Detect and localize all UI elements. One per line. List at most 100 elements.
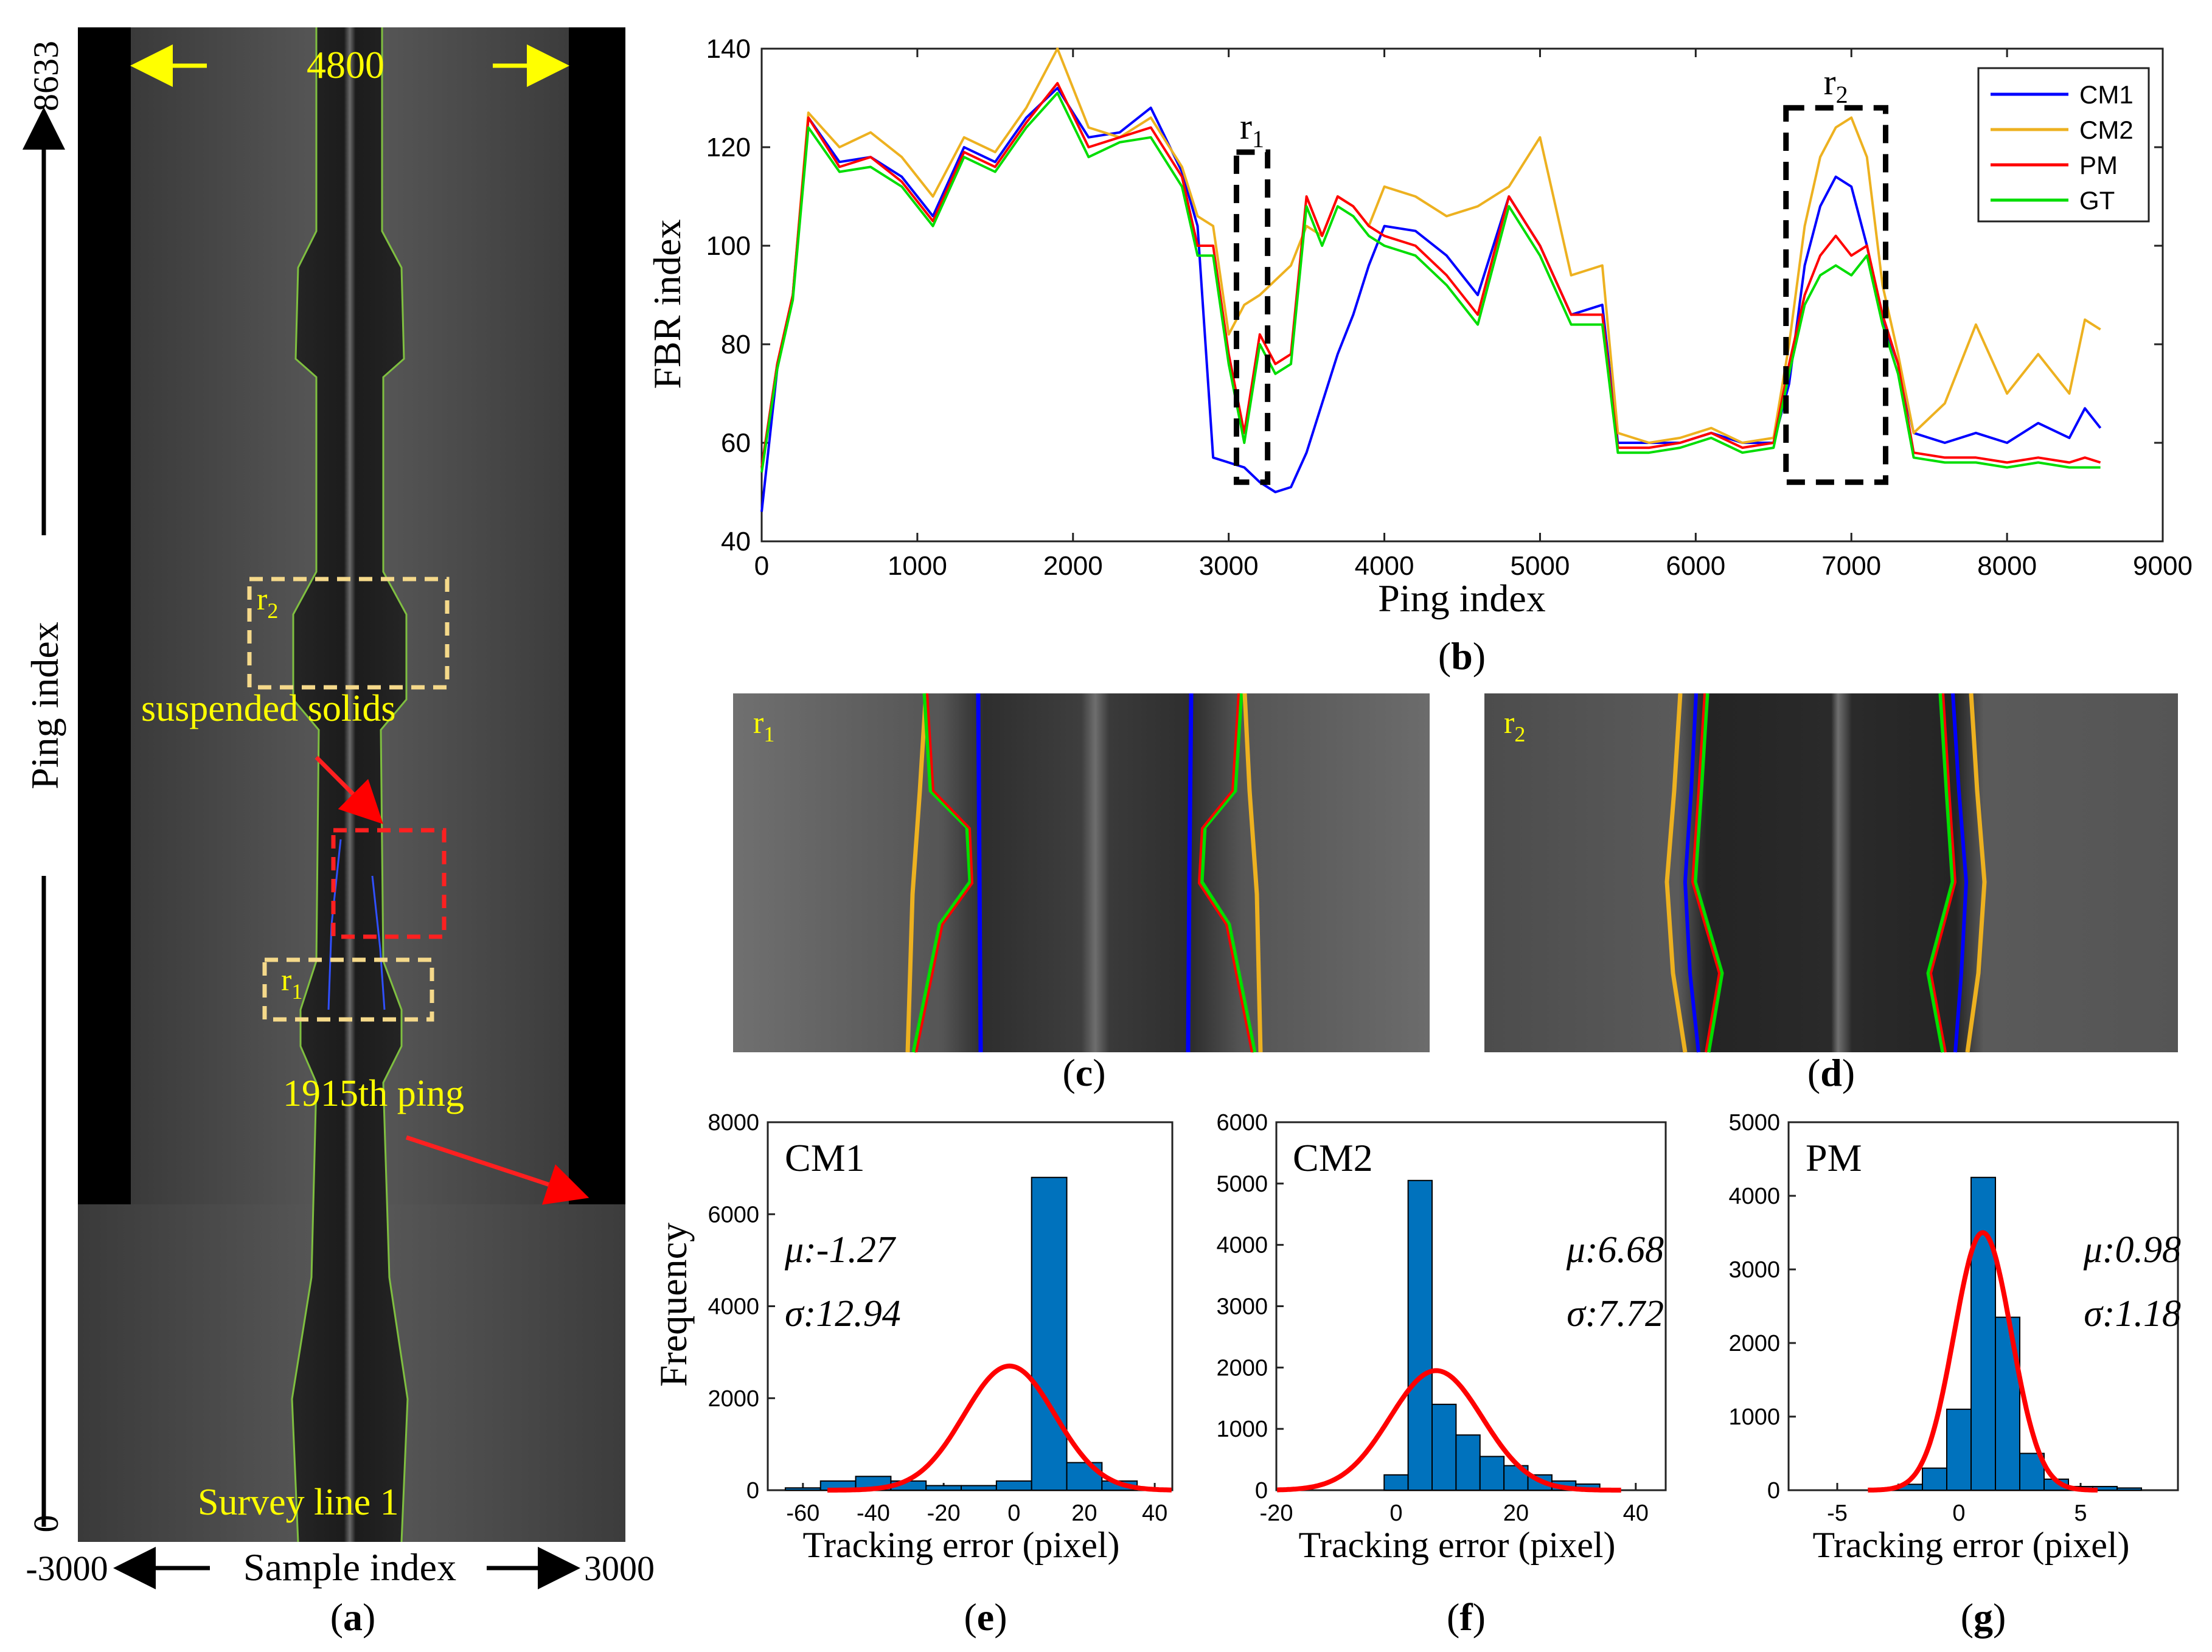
histogram-bar xyxy=(1066,1462,1103,1491)
hist-f-xlabel: Tracking error (pixel) xyxy=(1299,1525,1616,1565)
histogram-bar xyxy=(1995,1316,2020,1491)
x-tick-label: 40 xyxy=(1623,1501,1649,1526)
zoom-c-gt-left xyxy=(911,693,973,1053)
x-tick-label: 0 xyxy=(1952,1501,1965,1526)
series-cm2-line xyxy=(760,47,2101,468)
sonar-blue-trace-right xyxy=(371,875,386,1010)
chart-b-ticks: 0 1000 2000 3000 4000 5000 6000 7000 8000 9000 40 6… xyxy=(706,34,2193,581)
histogram-bar xyxy=(1431,1403,1457,1491)
y-tick-label: 3000 xyxy=(1728,1257,1780,1283)
annotation-r1-label: r1 xyxy=(1240,106,1264,153)
hist-f-method: CM2 xyxy=(1293,1136,1373,1179)
y-tick-label: 4000 xyxy=(1728,1184,1780,1209)
hist-g-content: -5 0 5 0 1000 2000 3000 4000 5000 xyxy=(1728,1110,2142,1526)
y-tick-label: 0 xyxy=(746,1478,759,1504)
series-pm-line xyxy=(760,82,2101,468)
histogram-bar xyxy=(925,1485,962,1491)
histogram-bar xyxy=(784,1487,821,1491)
zoom-c-cm2-left xyxy=(905,693,928,1053)
sonar-y-bottom-tick: 0 xyxy=(26,1515,66,1533)
x-tick-label: -5 xyxy=(1827,1501,1848,1526)
x-tick-label: 5 xyxy=(2074,1501,2087,1526)
y-tick-label: 8000 xyxy=(708,1110,759,1136)
y-tick-label: 6000 xyxy=(1216,1110,1268,1136)
x-tick-label: 6000 xyxy=(1666,551,1725,581)
y-tick-label: 40 xyxy=(721,527,751,557)
zoom-d-cm1-left xyxy=(1683,693,1700,1053)
hist-e-plot-area xyxy=(767,1121,1174,1491)
zoom-d-pm-left xyxy=(1691,693,1721,1053)
x-tick-label: 5000 xyxy=(1510,551,1570,581)
histogram-bar xyxy=(961,1485,997,1491)
y-tick-label: 4000 xyxy=(1216,1233,1268,1258)
sonar-y-label-bg xyxy=(24,535,63,876)
chart-b-xlabel: Ping index xyxy=(1378,577,1546,620)
zoom-d-gt-left xyxy=(1692,693,1724,1053)
sonar-y-top-tick: 8633 xyxy=(26,41,66,111)
hist-f-sigma: σ:7.72 xyxy=(1567,1293,1664,1334)
width-label: 4800 xyxy=(307,43,384,86)
x-tick-label: -20 xyxy=(927,1501,961,1526)
panel-a-label: (a) xyxy=(330,1595,376,1639)
zoom-c-cm1-left xyxy=(976,693,983,1053)
y-tick-label: 2000 xyxy=(708,1386,759,1412)
y-tick-label: 5000 xyxy=(1216,1171,1268,1197)
survey-line-label: Survey line 1 xyxy=(198,1482,399,1523)
y-tick-label: 4000 xyxy=(708,1294,759,1320)
x-tick-label: 9000 xyxy=(2133,551,2193,581)
hist-g-mu: μ:0.98 xyxy=(2083,1229,2181,1271)
region-r2-box xyxy=(247,577,450,690)
ping-1915-arrow xyxy=(405,1135,590,1205)
y-tick-label: 1000 xyxy=(1728,1404,1780,1430)
x-tick-label: 40 xyxy=(1142,1501,1167,1526)
zoom-c-cm2-right xyxy=(1242,693,1263,1053)
histogram-bar xyxy=(1455,1434,1481,1491)
histogram-bar xyxy=(1479,1456,1505,1491)
x-tick-label: 3000 xyxy=(1199,551,1259,581)
y-tick-label: 2000 xyxy=(1216,1355,1268,1381)
y-tick-label: 0 xyxy=(1767,1478,1780,1504)
y-tick-label: 5000 xyxy=(1728,1110,1780,1136)
x-tick-label: -20 xyxy=(1260,1501,1293,1526)
gaussian-fit-curve xyxy=(1277,1368,1621,1493)
histogram-bar xyxy=(1407,1179,1433,1491)
y-tick-label: 3000 xyxy=(1216,1294,1268,1320)
x-tick-label: 7000 xyxy=(1821,551,1881,581)
panel-f-label: (f) xyxy=(1447,1595,1486,1639)
panel-g-label: (g) xyxy=(1961,1595,2006,1639)
histogram-bar xyxy=(995,1480,1032,1491)
zoom-c-image xyxy=(733,693,1430,1052)
x-tick-label: 8000 xyxy=(1977,551,2037,581)
zoom-d-pm-right xyxy=(1929,693,1957,1053)
x-tick-label: -40 xyxy=(857,1501,890,1526)
panel-e-label: (e) xyxy=(964,1595,1007,1639)
gaussian-fit-curve xyxy=(827,1363,1172,1493)
x-tick-label: 20 xyxy=(1071,1501,1097,1526)
panel-a-sonar-image: 4800 r2 r1 suspended solids 1915th ping … xyxy=(23,27,655,1639)
hist-g-method: PM xyxy=(1806,1136,1862,1179)
zoom-c-gt-right xyxy=(1199,693,1257,1053)
panel-c-zoom-r1: r1 (c) xyxy=(733,693,1430,1094)
chart-b-series xyxy=(760,47,2102,512)
sonar-x-axis-label: Sample index xyxy=(243,1546,456,1589)
hist-e-content: -60 -40 -20 0 20 40 0 2000 4000 6000 8000 xyxy=(708,1110,1172,1526)
x-tick-label: 1000 xyxy=(888,551,947,581)
zoom-d-cm1-right xyxy=(1951,693,1969,1053)
histogram-bar xyxy=(2116,1487,2142,1491)
x-tick-label: 0 xyxy=(754,551,769,581)
hist-e-method: CM1 xyxy=(785,1136,865,1179)
zoom-d-cm2-left xyxy=(1664,693,1688,1053)
legend-label-gt: GT xyxy=(2079,186,2115,215)
suspended-solids-box xyxy=(331,828,447,939)
region-r1-box xyxy=(262,957,434,1022)
hist-g-xlabel: Tracking error (pixel) xyxy=(1813,1525,2130,1565)
y-tick-label: 100 xyxy=(706,231,751,261)
y-tick-label: 2000 xyxy=(1728,1331,1780,1356)
legend-label-cm1: CM1 xyxy=(2079,80,2134,109)
annotation-r1-box xyxy=(1233,149,1271,485)
hist-e-sigma: σ:12.94 xyxy=(785,1293,901,1334)
panel-b-label: (b) xyxy=(1438,634,1486,678)
y-tick-label: 80 xyxy=(721,330,751,359)
zoom-c-pm-left xyxy=(915,693,974,1053)
